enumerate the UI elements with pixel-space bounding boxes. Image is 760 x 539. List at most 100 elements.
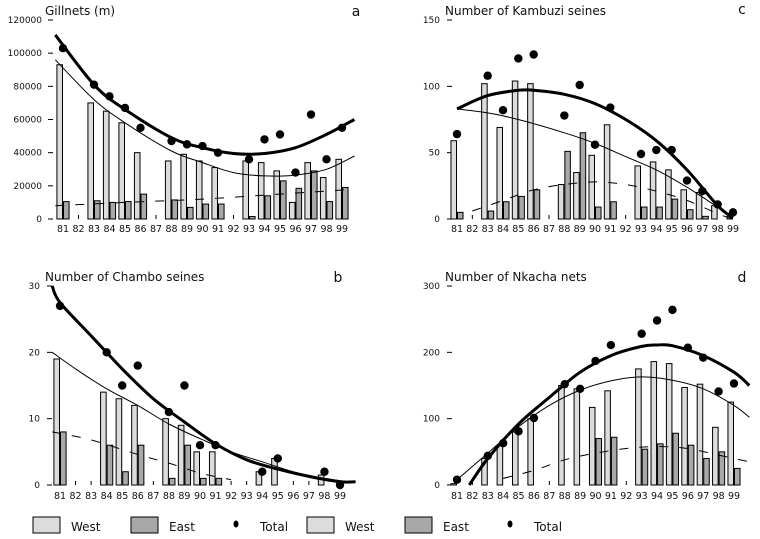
point-total	[167, 136, 176, 146]
bar-west	[527, 418, 534, 486]
point-total	[498, 439, 508, 448]
trend-line-east	[55, 188, 355, 207]
bar-east	[171, 199, 179, 220]
legend-label-total: Total	[259, 520, 288, 534]
bar-east	[503, 201, 510, 220]
bar-east	[125, 201, 132, 220]
y-tick-label: 100000	[8, 49, 43, 59]
x-tick-label: 87	[147, 491, 159, 502]
bar-west	[527, 83, 534, 220]
bar-west	[242, 160, 249, 220]
x-tick-label: 97	[305, 224, 317, 235]
bar-east	[564, 150, 571, 220]
x-tick-label: 84	[103, 224, 115, 235]
y-tick-label: 200	[423, 348, 440, 358]
y-tick-label: 300	[423, 282, 440, 292]
y-tick-label: 20	[29, 348, 41, 358]
x-tick-label: 99	[336, 224, 348, 235]
bar-west	[257, 162, 265, 220]
x-tick-label: 89	[574, 224, 586, 235]
bar-west	[131, 404, 138, 486]
point-total	[682, 176, 692, 185]
point-total	[213, 148, 223, 157]
bar-east	[264, 195, 272, 220]
bar-east	[109, 201, 117, 220]
legend-left: West East Total	[32, 516, 288, 534]
x-tick-label: 98	[320, 224, 332, 235]
x-tick-label: 91	[604, 224, 616, 235]
point-total	[575, 80, 584, 90]
x-tick-label: 81	[451, 224, 463, 235]
trend-line-west	[54, 59, 355, 177]
x-tick-label: 90	[196, 224, 208, 235]
point-total	[728, 208, 738, 217]
point-total	[452, 129, 462, 139]
point-total	[575, 384, 585, 394]
x-tick-label: 92	[225, 491, 237, 502]
bar-east	[579, 132, 587, 220]
bar-west	[712, 426, 719, 486]
y-tick-label: 0	[434, 481, 440, 491]
panel-d-nkacha-nets: Number of Nkacha nets d 0 100 200 300 81 82 83 84…	[423, 270, 751, 502]
x-tick-label: 94	[256, 491, 268, 502]
point-total	[606, 103, 615, 112]
bar-west	[211, 167, 218, 220]
bar-west	[177, 424, 185, 486]
x-tick-label: 90	[589, 491, 601, 502]
bar-east	[595, 438, 603, 486]
bar-west	[164, 160, 172, 220]
bar-west	[481, 457, 488, 486]
bar-west	[635, 368, 642, 486]
legend-marker-total	[507, 520, 513, 528]
chart-title: Number of Nkacha nets	[445, 270, 587, 284]
point-total	[198, 141, 207, 151]
x-tick-label: 85	[119, 224, 131, 235]
bar-east	[215, 477, 223, 486]
legend-label-west: West	[71, 520, 101, 534]
bar-west	[603, 124, 611, 220]
x-tick-label: 95	[666, 224, 678, 235]
panel-letter: a	[352, 4, 361, 20]
legend-label-total: Total	[533, 520, 562, 534]
point-total	[652, 316, 662, 325]
bar-west	[588, 406, 596, 486]
bar-east	[63, 201, 70, 220]
bar-east	[106, 444, 114, 486]
bar-east	[122, 471, 129, 486]
legend-swatch-east	[130, 516, 159, 534]
x-tick-label: 81	[451, 491, 463, 502]
legend-swatch-east	[404, 516, 433, 534]
point-total	[667, 145, 676, 155]
point-total	[322, 155, 331, 164]
bar-east	[184, 444, 192, 486]
x-tick-label: 90	[589, 224, 601, 235]
trend-line-west	[456, 376, 750, 481]
chart-title: Gillnets (m)	[45, 4, 115, 18]
chart-title: Number of Chambo seines	[45, 270, 204, 284]
x-tick-label: 91	[210, 491, 222, 502]
x-tick-label: 93	[635, 224, 647, 235]
x-tick-label: 82	[70, 491, 82, 502]
y-tick-label: 50	[429, 149, 441, 159]
bar-east	[187, 206, 194, 220]
bar-east	[168, 477, 176, 486]
point-total	[713, 200, 722, 209]
x-tick-label: 89	[574, 491, 586, 502]
trend-line-total	[456, 88, 734, 219]
x-tick-label: 99	[334, 491, 346, 502]
bar-west	[208, 451, 216, 486]
x-tick-label: 90	[194, 491, 206, 502]
point-total	[89, 80, 99, 89]
x-tick-label: 88	[165, 224, 177, 235]
x-tick-label: 96	[289, 224, 301, 235]
x-tick-label: 82	[466, 224, 478, 235]
point-total	[668, 305, 677, 315]
bar-east	[249, 216, 256, 220]
point-total	[591, 356, 600, 366]
bar-west	[87, 102, 94, 220]
point-total	[529, 413, 539, 423]
bar-west	[496, 444, 504, 486]
x-tick-label: 89	[178, 491, 190, 502]
